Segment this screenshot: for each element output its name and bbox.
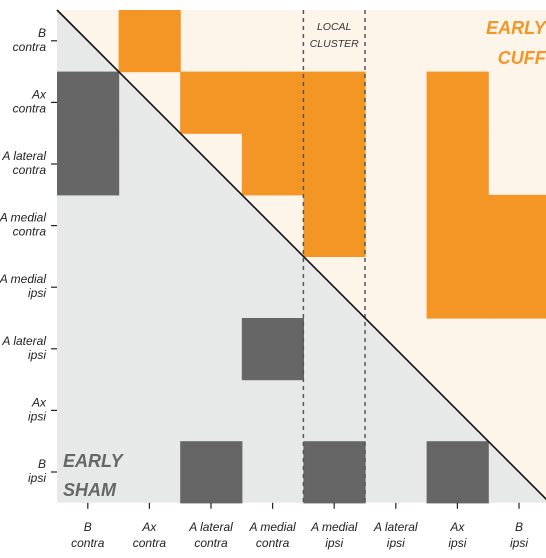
sham-cell	[426, 441, 489, 504]
axis-ticks	[51, 40, 520, 509]
column-label: Ax contra	[133, 520, 167, 550]
early-cuff-label-line1: EARLY	[486, 18, 546, 38]
column-label: A medial contra	[248, 520, 296, 550]
early-cuff-cells	[118, 10, 546, 319]
sham-cell	[57, 71, 120, 134]
cuff-cell	[241, 71, 304, 134]
cuff-cell	[426, 256, 489, 319]
row-label: A lateral ipsi	[1, 334, 46, 362]
cuff-cell	[180, 71, 243, 134]
local-cluster-label-line2: CLUSTER	[310, 38, 359, 50]
column-label: Ax ipsi	[448, 520, 466, 550]
cuff-cell	[488, 194, 546, 257]
diagonal-line	[56, 9, 546, 501]
sham-cell	[180, 441, 243, 504]
early-sham-label-line2: SHAM	[63, 480, 117, 500]
row-label: Ax ipsi	[28, 395, 47, 423]
cuff-cell	[488, 256, 546, 319]
row-label: A medial contra	[0, 211, 46, 239]
early-sham-cells	[57, 71, 489, 504]
column-label: A medial ipsi	[310, 520, 358, 550]
sham-cell	[241, 318, 304, 381]
sham-cell	[303, 441, 366, 504]
cuff-cell	[303, 133, 366, 196]
local-cluster-label-line1: LOCAL	[317, 21, 352, 33]
early-cuff-label-line2: CUFF	[498, 48, 546, 68]
row-label: A medial ipsi	[0, 272, 46, 300]
column-label: A lateral contra	[188, 520, 233, 550]
sham-cell	[57, 133, 120, 196]
early-sham-label-line1: EARLY	[63, 451, 125, 471]
cuff-cell	[426, 71, 489, 134]
cuff-cell	[426, 133, 489, 196]
row-label: A lateral contra	[1, 149, 46, 177]
row-label: Ax contra	[13, 87, 47, 115]
column-label: A lateral ipsi	[373, 520, 418, 550]
cuff-cell	[303, 71, 366, 134]
cuff-cell	[303, 194, 366, 257]
cuff-cell	[426, 194, 489, 257]
cuff-cell	[118, 10, 181, 73]
cuff-cell	[241, 133, 304, 196]
